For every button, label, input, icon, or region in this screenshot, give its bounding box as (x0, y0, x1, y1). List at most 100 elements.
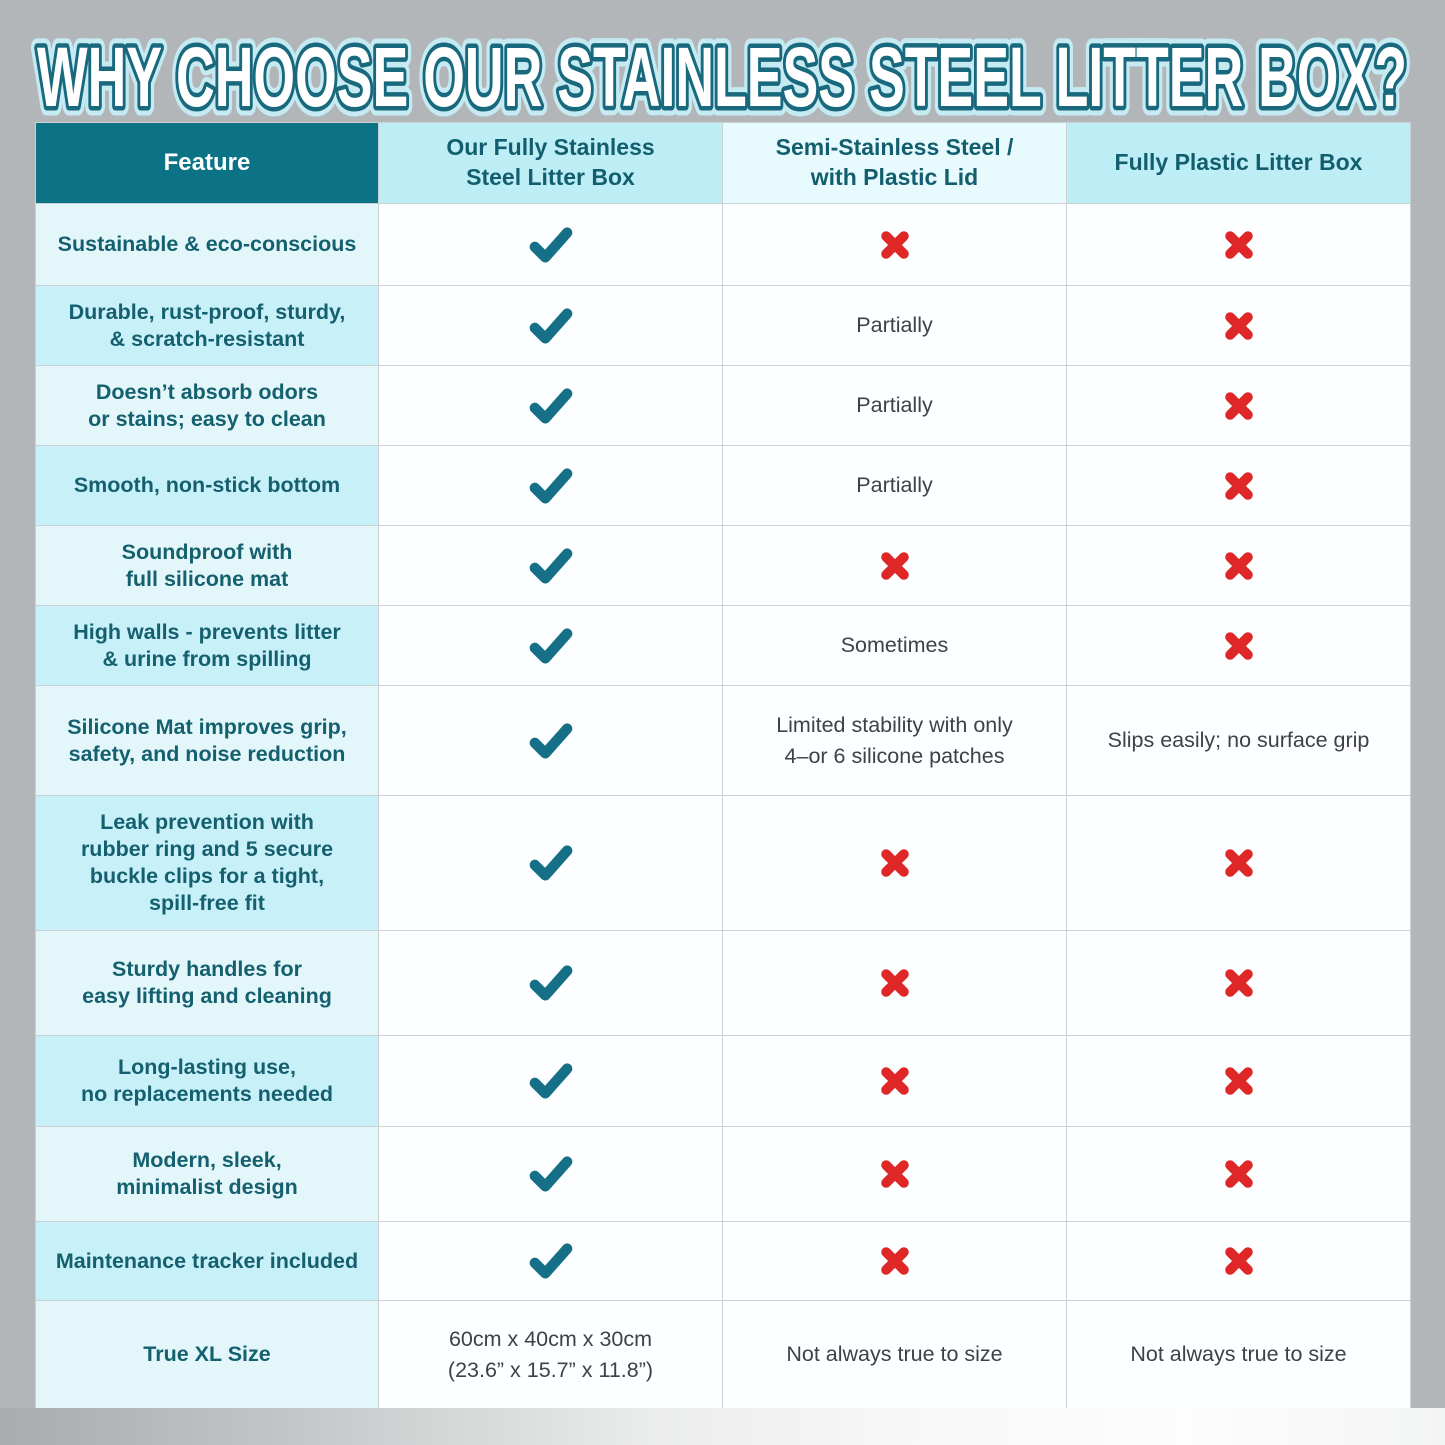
check-icon (529, 1063, 572, 1099)
feature-cell: Long-lasting use, no replacements needed (35, 1035, 379, 1127)
table-row: Long-lasting use, no replacements needed (35, 1035, 1411, 1127)
check-icon (529, 307, 572, 344)
table-row: True XL Size 60cm x 40cm x 30cm (23.6” x… (35, 1300, 1411, 1409)
check-icon (529, 467, 572, 504)
table-row: Silicone Mat improves grip, safety, and … (35, 685, 1411, 796)
table-row: Smooth, non-stick bottom Partially (35, 445, 1411, 526)
ours-cell (378, 795, 723, 931)
ours-cell (378, 203, 723, 286)
table-row: Leak prevention with rubber ring and 5 s… (35, 795, 1411, 931)
cross-icon (1224, 391, 1253, 420)
check-icon (529, 1156, 572, 1192)
page-title: WHY CHOOSE OUR STAINLESS STEEL LITTER BO… (0, 10, 1445, 123)
semi-cell: Partially (722, 365, 1067, 446)
cross-icon (880, 1067, 909, 1095)
feature-cell: High walls - prevents litter & urine fro… (35, 605, 379, 686)
feature-cell: Doesn’t absorb odors or stains; easy to … (35, 365, 379, 446)
semi-cell (722, 1126, 1067, 1222)
header-row: Feature Our Fully Stainless Steel Litter… (35, 122, 1411, 204)
feature-cell: Sustainable & eco-conscious (35, 203, 379, 286)
plastic-cell: Not always true to size (1066, 1300, 1411, 1409)
page-title-text: WHY CHOOSE OUR STAINLESS STEEL LITTER BO… (37, 30, 1407, 122)
plastic-cell (1066, 525, 1411, 606)
cross-icon (880, 230, 909, 259)
feature-cell: Soundproof with full silicone mat (35, 525, 379, 606)
comparison-table: Feature Our Fully Stainless Steel Litter… (35, 122, 1411, 1409)
cross-icon (880, 1160, 909, 1188)
cross-icon (1224, 631, 1253, 660)
cross-icon (880, 551, 909, 580)
column-header-plastic: Fully Plastic Litter Box (1066, 122, 1411, 204)
cross-icon (1224, 311, 1253, 340)
column-header-ours: Our Fully Stainless Steel Litter Box (378, 122, 723, 204)
feature-cell: Sturdy handles for easy lifting and clea… (35, 930, 379, 1036)
cross-icon (1224, 969, 1253, 997)
check-icon (529, 965, 572, 1001)
semi-cell (722, 1221, 1067, 1301)
table-row: Modern, sleek, minimalist design (35, 1126, 1411, 1222)
feature-cell: Smooth, non-stick bottom (35, 445, 379, 526)
cross-icon (1224, 230, 1253, 259)
semi-cell: Sometimes (722, 605, 1067, 686)
plastic-cell (1066, 445, 1411, 526)
check-icon (529, 226, 572, 263)
plastic-cell (1066, 285, 1411, 366)
plastic-cell (1066, 930, 1411, 1036)
silver-gradient-footer (0, 1408, 1445, 1445)
cross-icon (1224, 1247, 1253, 1275)
plastic-cell (1066, 365, 1411, 446)
check-icon (529, 722, 572, 759)
table-row: Durable, rust-proof, sturdy, & scratch-r… (35, 285, 1411, 366)
cross-icon (1224, 849, 1253, 877)
check-icon (529, 387, 572, 424)
ours-cell (378, 605, 723, 686)
ours-cell (378, 930, 723, 1036)
feature-cell: Leak prevention with rubber ring and 5 s… (35, 795, 379, 931)
cross-icon (880, 849, 909, 877)
table-row: Soundproof with full silicone mat (35, 525, 1411, 606)
cross-icon (880, 969, 909, 997)
ours-cell (378, 365, 723, 446)
ours-cell (378, 285, 723, 366)
cross-icon (880, 1247, 909, 1275)
page-title-art: WHY CHOOSE OUR STAINLESS STEEL LITTER BO… (28, 21, 1417, 123)
feature-cell: Maintenance tracker included (35, 1221, 379, 1301)
plastic-cell (1066, 605, 1411, 686)
semi-cell (722, 203, 1067, 286)
table-row: Maintenance tracker included (35, 1221, 1411, 1301)
table-row: Sturdy handles for easy lifting and clea… (35, 930, 1411, 1036)
feature-cell: Durable, rust-proof, sturdy, & scratch-r… (35, 285, 379, 366)
plastic-cell (1066, 1035, 1411, 1127)
semi-cell: Not always true to size (722, 1300, 1067, 1409)
ours-cell (378, 1126, 723, 1222)
plastic-cell: Slips easily; no surface grip (1066, 685, 1411, 796)
cross-icon (1224, 471, 1253, 500)
plastic-cell (1066, 1221, 1411, 1301)
ours-cell: 60cm x 40cm x 30cm (23.6” x 15.7” x 11.8… (378, 1300, 723, 1409)
semi-cell: Limited stability with only 4–or 6 silic… (722, 685, 1067, 796)
ours-cell (378, 1221, 723, 1301)
ours-cell (378, 685, 723, 796)
feature-cell: True XL Size (35, 1300, 379, 1409)
column-header-semi: Semi-Stainless Steel / with Plastic Lid (722, 122, 1067, 204)
semi-cell (722, 795, 1067, 931)
check-icon (529, 845, 572, 881)
plastic-cell (1066, 795, 1411, 931)
cross-icon (1224, 1067, 1253, 1095)
column-header-feature: Feature (35, 122, 379, 204)
table-row: Doesn’t absorb odors or stains; easy to … (35, 365, 1411, 446)
check-icon (529, 1243, 572, 1279)
cross-icon (1224, 551, 1253, 580)
semi-cell: Partially (722, 445, 1067, 526)
table-row: Sustainable & eco-conscious (35, 203, 1411, 286)
check-icon (529, 547, 572, 584)
table-row: High walls - prevents litter & urine fro… (35, 605, 1411, 686)
semi-cell (722, 930, 1067, 1036)
plastic-cell (1066, 1126, 1411, 1222)
semi-cell: Partially (722, 285, 1067, 366)
comparison-table-wrap: Feature Our Fully Stainless Steel Litter… (35, 122, 1411, 1409)
ours-cell (378, 525, 723, 606)
plastic-cell (1066, 203, 1411, 286)
semi-cell (722, 525, 1067, 606)
cross-icon (1224, 1160, 1253, 1188)
